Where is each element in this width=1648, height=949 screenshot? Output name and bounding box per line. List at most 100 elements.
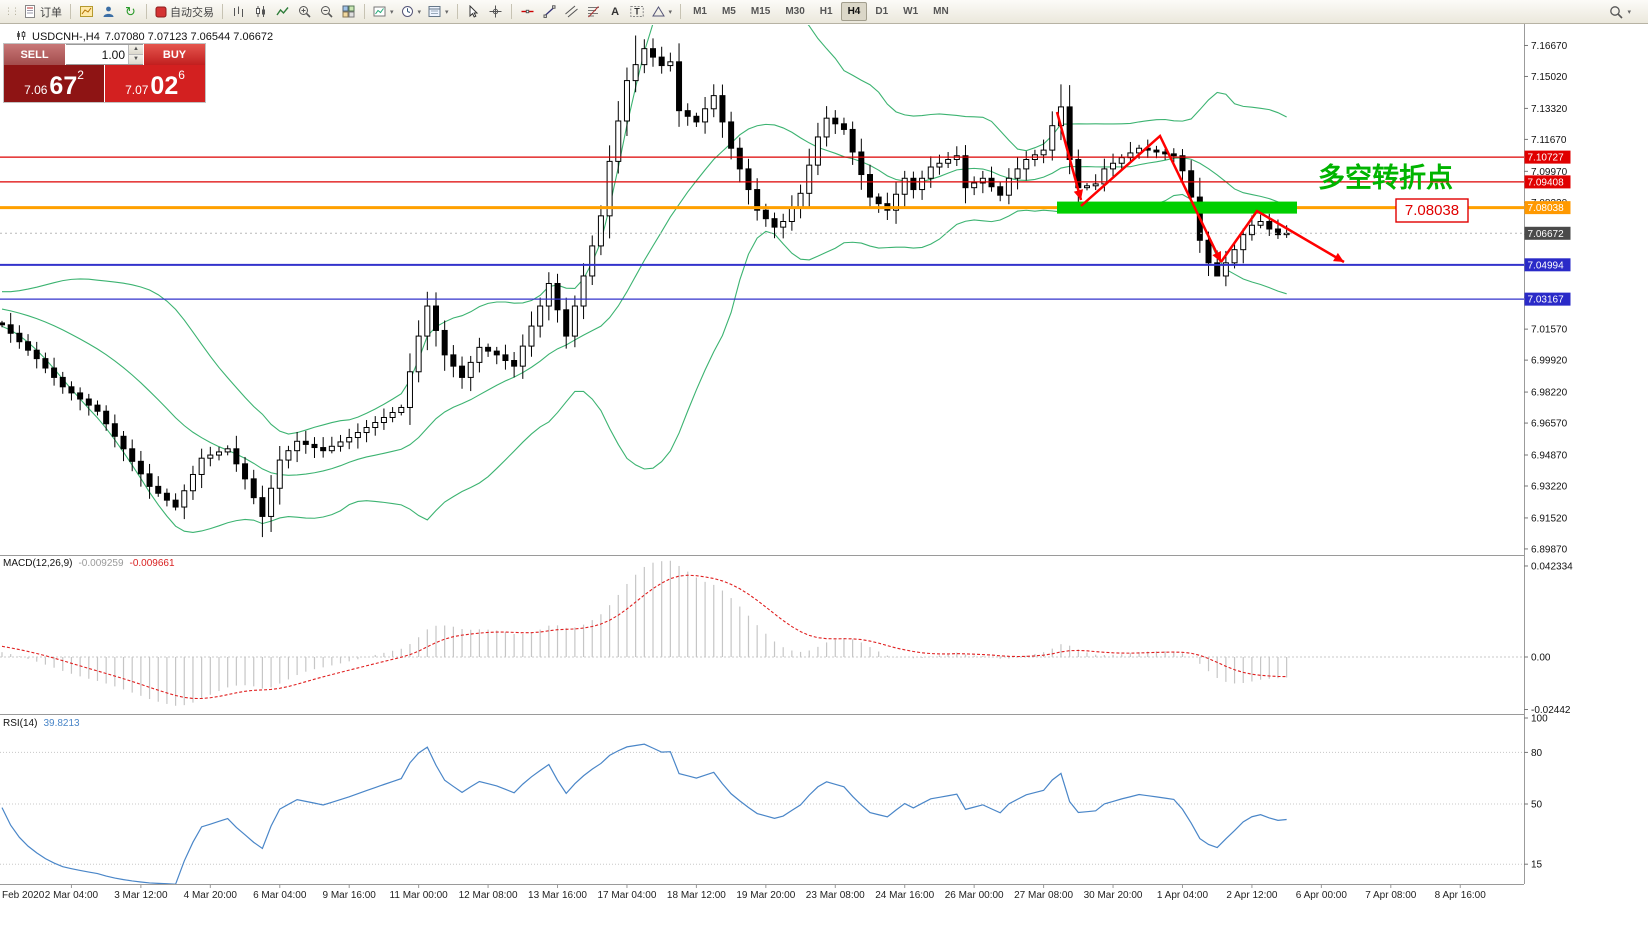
price-tick-label: 7.01570	[1531, 325, 1568, 336]
time-tick-label: 11 Mar 00:00	[390, 890, 449, 901]
templates-button[interactable]: ▾	[425, 2, 452, 22]
price-tick-label: 6.94870	[1531, 450, 1568, 461]
profiles-button[interactable]	[98, 2, 119, 22]
volume-stepper[interactable]: 1.00 ▲ ▼	[66, 44, 143, 65]
toolbar-separator	[146, 4, 147, 19]
volume-value[interactable]: 1.00	[101, 47, 125, 62]
refresh-button[interactable]: ↻	[120, 2, 141, 22]
time-tick-label: 6 Mar 04:00	[253, 890, 307, 901]
price-tick-label: 6.99920	[1531, 356, 1568, 367]
rsi-tick-label: 80	[1531, 748, 1543, 759]
rsi-value: 39.8213	[43, 718, 80, 729]
toolbar-grip[interactable]: ⋮⋮	[4, 6, 20, 16]
price-tick-label: 6.96570	[1531, 419, 1568, 430]
price-tag-label: 7.09408	[1528, 177, 1565, 188]
time-tick-label: Feb 2020	[2, 890, 45, 901]
line-chart-type-button[interactable]	[272, 2, 293, 22]
time-tick-label: 27 Mar 08:00	[1014, 890, 1073, 901]
arrowhead	[1073, 189, 1083, 200]
line-chart-icon	[276, 5, 289, 18]
time-tick-label: 26 Mar 00:00	[945, 890, 1004, 901]
support-zone-rect[interactable]	[1057, 201, 1297, 214]
crosshair-button[interactable]	[485, 2, 506, 22]
rsi-plot	[0, 743, 1524, 884]
shapes-icon	[651, 5, 665, 18]
timeframe-m15[interactable]: M15	[750, 6, 771, 17]
new-chart-button[interactable]: ▾	[370, 2, 397, 22]
timeframe-d1[interactable]: D1	[875, 6, 889, 17]
crosshair-icon	[489, 5, 502, 18]
sell-price-display[interactable]: 7.06 67 2	[4, 65, 105, 102]
trendline-button[interactable]	[539, 2, 560, 22]
toolbar-separator	[364, 4, 365, 19]
chevron-down-icon: ▾	[1627, 8, 1631, 16]
label-icon: T	[630, 5, 644, 18]
time-tick-label: 1 Apr 04:00	[1157, 890, 1209, 901]
price-tag-label: 7.10727	[1528, 153, 1565, 164]
trend-arrow[interactable]	[1055, 111, 1083, 201]
new-order-button[interactable]: 订单	[21, 2, 65, 22]
trend-arrow[interactable]	[1219, 209, 1345, 264]
tim eframe-h1[interactable]: H1	[819, 6, 833, 17]
zoom-in-button[interactable]	[294, 2, 315, 22]
text-button[interactable]: A	[611, 5, 620, 18]
channel-button[interactable]	[561, 2, 582, 22]
time-tick-label: 12 Mar 08:00	[459, 890, 518, 901]
price-callout-box[interactable]	[1395, 198, 1469, 223]
price-tick-label: 7.13320	[1531, 104, 1568, 115]
macd-signal-line	[1, 574, 1287, 700]
svg-text:T: T	[634, 7, 640, 17]
templates-icon	[428, 5, 441, 18]
annotations[interactable]: 多空转折点 7.08038	[1055, 111, 1469, 264]
periods-button[interactable]: ▾	[398, 2, 425, 22]
rsi-label: RSI(14) 39.8213	[3, 718, 80, 729]
sell-button[interactable]: SELL	[4, 44, 66, 65]
timeframe-m30[interactable]: M30	[785, 6, 805, 17]
tile-windows-button[interactable]	[338, 2, 359, 22]
price-axis: 7.166707.150207.133207.116707.099707.083…	[1524, 24, 1648, 949]
arrowhead	[1212, 251, 1221, 262]
horizontal-line-icon	[521, 5, 534, 18]
toolbar: ⋮⋮ 订单 ↻ 自动交易 ▾ ▾ ▾ A T	[0, 0, 1648, 24]
search-button[interactable]: ▾	[1606, 2, 1634, 22]
macd-label: MACD(12,26,9) -0.009259 -0.009661	[3, 558, 175, 569]
toolbar-separator	[70, 4, 71, 19]
time-tick-label: 23 Mar 08:00	[806, 890, 865, 901]
buy-price-display[interactable]: 7.07 02 6	[105, 65, 205, 102]
timeframe-w1[interactable]: W1	[903, 6, 919, 17]
price-tag-label: 7.03167	[1528, 295, 1565, 306]
price-tag-label: 7.06672	[1528, 229, 1565, 240]
time-tick-label: 9 Mar 16:00	[323, 890, 377, 901]
trend-arrow[interactable]	[1080, 133, 1223, 263]
spinner-down-icon[interactable]: ▼	[129, 55, 143, 64]
timeframe-m5[interactable]: M5	[721, 6, 736, 17]
buy-button[interactable]: BUY	[143, 44, 205, 65]
volume-spinner[interactable]: ▲ ▼	[128, 45, 143, 64]
timeframe-mn[interactable]: MN	[933, 6, 949, 17]
zoom-out-button[interactable]	[316, 2, 337, 22]
shapes-button[interactable]: ▾	[649, 2, 676, 22]
macd-value: -0.009259	[78, 558, 124, 569]
time-tick-label: 19 Mar 20:00	[736, 890, 795, 901]
fibonacci-button[interactable]	[583, 2, 604, 22]
label-button[interactable]: T	[627, 2, 648, 22]
spinner-up-icon[interactable]: ▲	[129, 45, 143, 55]
turning-point-text[interactable]: 多空转折点	[1318, 162, 1453, 193]
price-tag	[1524, 175, 1571, 189]
chart-plot-area[interactable]	[0, 24, 1524, 884]
autotrading-button[interactable]: 自动交易	[152, 2, 217, 22]
cursor-button[interactable]	[463, 2, 484, 22]
macd-signal-value: -0.009661	[129, 558, 175, 569]
bar-chart-type-button[interactable]	[228, 2, 249, 22]
horizontal-line-button[interactable]	[517, 2, 538, 22]
chart-window-button[interactable]	[76, 2, 97, 22]
time-axis[interactable]: Feb 2020 2 Mar 04:00 3 Mar 12:00 4 Mar 20:0…	[2, 884, 1486, 901]
price-tag	[1524, 226, 1571, 240]
timeframe-h4[interactable]: H4	[840, 2, 868, 21]
timeframe-m1[interactable]: M1	[693, 6, 707, 17]
toolbar-separator	[222, 4, 223, 19]
candlestick-type-button[interactable]	[250, 2, 271, 22]
price-tag	[1524, 292, 1571, 306]
